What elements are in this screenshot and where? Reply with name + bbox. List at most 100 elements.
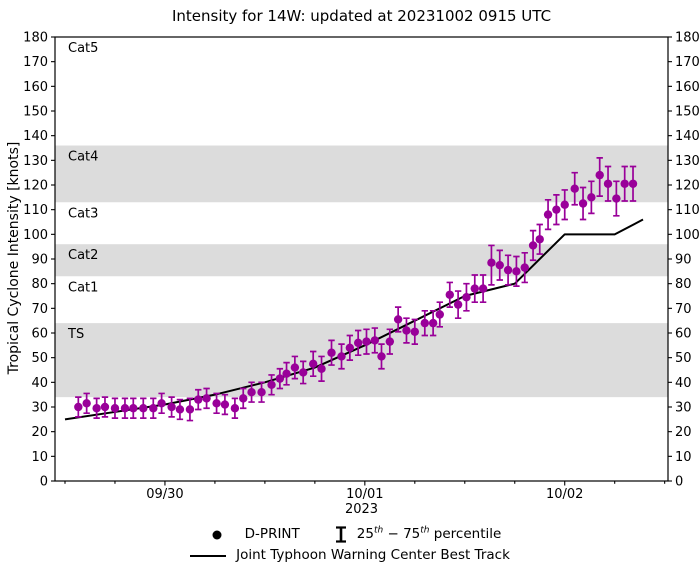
data-point [327,348,336,357]
svg-text:110: 110 [675,203,699,218]
data-point [528,241,538,250]
legend-row-2: Joint Typhoon Warning Center Best Track [189,547,510,564]
data-point [603,179,613,188]
legend-percentile-label: 25th − 75th percentile [356,525,502,542]
svg-text:170: 170 [23,55,48,70]
data-point [353,338,363,348]
data-point [595,170,604,180]
data-point [470,284,479,293]
svg-text:10: 10 [31,450,48,465]
data-point [282,369,291,378]
data-point [317,364,326,373]
data-point [220,400,230,409]
legend-dprint-label: D-PRINT [244,526,300,542]
data-point [362,337,371,346]
data-point [628,179,638,188]
data-point [345,343,355,352]
data-point [337,352,346,361]
svg-text:180: 180 [23,31,48,46]
x-tick-label: 10/01 [346,487,383,502]
chart-title: Intensity for 14W: updated at 20231002 0… [171,7,552,25]
svg-text:40: 40 [31,376,48,391]
data-point [167,402,176,412]
data-point [139,404,148,413]
svg-text:150: 150 [23,105,48,120]
data-point [194,395,203,404]
data-point [202,394,211,403]
legend-row-1: D-PRINT 25th − 75th percentile [198,525,502,544]
x-tick-label: 10/02 [546,487,583,502]
svg-text:170: 170 [675,55,699,70]
svg-text:180: 180 [675,31,699,46]
svg-text:40: 40 [675,376,692,391]
data-point [445,290,454,299]
data-point [453,300,463,309]
best-track-line-icon [190,554,227,557]
data-point [543,210,553,219]
svg-text:0: 0 [675,475,683,490]
svg-text:90: 90 [675,253,692,268]
svg-text:20: 20 [675,425,692,440]
data-point [612,194,621,203]
category-label-cat3: Cat3 [68,206,98,221]
svg-text:130: 130 [23,154,48,169]
data-point [570,184,579,193]
svg-text:150: 150 [675,105,699,120]
data-point [560,200,569,209]
data-point [495,260,504,270]
data-point [110,404,120,413]
category-label-cat1: Cat1 [68,280,98,295]
svg-text:80: 80 [675,277,692,292]
data-point [92,404,101,413]
data-point [478,284,488,293]
data-point [520,263,529,272]
dprint-points [74,170,638,414]
svg-text:50: 50 [31,351,48,366]
data-point [257,388,266,397]
svg-text:140: 140 [675,129,699,144]
svg-text:140: 140 [23,129,48,144]
data-point [535,235,544,244]
svg-text:100: 100 [675,228,699,243]
x-tick-label: 09/30 [146,487,183,502]
data-point [185,405,195,414]
data-point [175,405,185,414]
data-point [428,318,438,328]
svg-text:160: 160 [675,80,699,95]
svg-text:10: 10 [675,450,692,465]
data-point [74,402,83,412]
data-point [120,404,130,413]
data-point [308,359,318,369]
svg-text:160: 160 [23,80,48,95]
data-point [578,199,588,208]
svg-text:80: 80 [31,277,48,292]
x-axis-year-label: 2023 [344,502,379,517]
y-ticks: 0 0 10 10 20 20 30 30 40 40 50 50 60 60 70 70 80 80 90 90 10… [23,31,699,490]
data-point [393,315,403,324]
category-label-ts: TS [67,327,84,342]
category-label-cat4: Cat4 [68,150,98,165]
svg-text:50: 50 [675,351,692,366]
svg-text:60: 60 [31,327,48,342]
data-point [157,399,166,408]
data-point [275,374,285,383]
svg-text:110: 110 [23,203,48,218]
legend: D-PRINT 25th − 75th percentile Joint Typ… [0,525,699,564]
data-point [552,205,561,214]
data-point [247,388,256,397]
data-point [402,326,411,335]
svg-text:0: 0 [40,475,48,490]
data-point [267,380,276,389]
data-point [370,336,380,345]
data-point [212,399,221,408]
data-point [462,293,471,302]
data-point [503,265,513,275]
data-point [487,258,496,267]
data-point [512,267,521,276]
data-point [149,404,158,413]
category-label-cat5: Cat5 [68,41,98,56]
data-point [239,394,248,403]
data-point [82,399,91,408]
